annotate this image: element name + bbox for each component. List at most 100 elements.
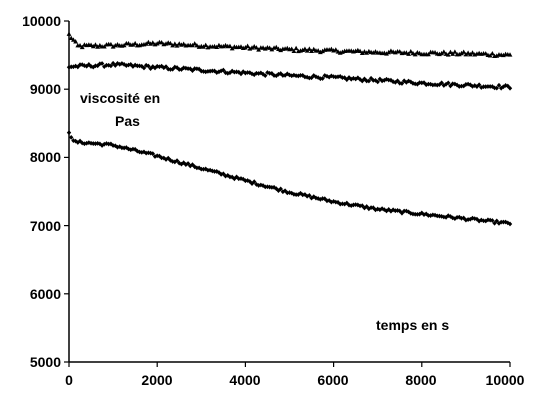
- x-tick-label: 10000: [486, 372, 525, 388]
- data-point: [269, 184, 275, 190]
- data-point: [490, 218, 495, 223]
- data-point: [71, 64, 76, 70]
- data-series: [66, 31, 513, 227]
- data-point: [370, 50, 376, 55]
- data-point: [181, 41, 187, 46]
- y-tick-label: 7000: [30, 218, 61, 234]
- data-point: [121, 61, 127, 67]
- data-point: [353, 76, 358, 82]
- data-point: [73, 138, 78, 144]
- data-point: [375, 79, 380, 85]
- data-point: [287, 190, 292, 195]
- y-axis-note-line2: Pas: [115, 113, 140, 129]
- data-point: [492, 85, 497, 91]
- data-point: [364, 50, 370, 55]
- data-point: [397, 80, 402, 86]
- data-point: [492, 220, 497, 226]
- data-point: [289, 46, 295, 51]
- data-point: [212, 68, 217, 74]
- data-point: [163, 64, 169, 70]
- data-point: [333, 47, 339, 52]
- data-point: [470, 50, 475, 55]
- data-point: [298, 72, 303, 78]
- x-axis-note: temps en s: [376, 317, 449, 333]
- data-point: [262, 46, 268, 51]
- data-point: [119, 61, 125, 66]
- data-point: [196, 66, 202, 72]
- data-point: [152, 154, 158, 159]
- data-point: [146, 63, 151, 69]
- data-point: [419, 80, 424, 86]
- data-point: [384, 51, 389, 56]
- data-point: [468, 82, 473, 88]
- data-point: [439, 50, 445, 56]
- data-point: [362, 76, 367, 82]
- data-point: [487, 217, 493, 223]
- data-point: [86, 62, 92, 67]
- data-point: [227, 43, 233, 49]
- data-point: [110, 60, 116, 66]
- data-point: [66, 64, 72, 70]
- data-point: [254, 70, 259, 76]
- data-point: [459, 50, 464, 56]
- data-point: [494, 218, 499, 224]
- data-point: [254, 45, 259, 50]
- data-point: [227, 174, 233, 180]
- data-point: [245, 43, 251, 48]
- data-point: [110, 44, 116, 49]
- series-2: [66, 60, 513, 91]
- data-point: [446, 80, 451, 86]
- data-point: [150, 151, 155, 157]
- data-point: [304, 48, 310, 53]
- data-point: [326, 74, 332, 80]
- data-point: [79, 44, 85, 50]
- data-point: [168, 40, 173, 46]
- data-point: [503, 219, 508, 225]
- x-tick-label: 4000: [229, 372, 260, 388]
- data-point: [388, 208, 394, 214]
- data-point: [406, 51, 411, 56]
- data-point: [494, 53, 500, 58]
- data-point: [192, 66, 197, 71]
- data-point: [172, 64, 178, 70]
- data-point: [320, 48, 325, 54]
- data-point: [225, 173, 230, 178]
- data-point: [130, 42, 136, 47]
- data-point: [192, 164, 197, 170]
- data-point: [117, 144, 122, 150]
- axis-ticks: [64, 20, 511, 367]
- data-point: [445, 52, 451, 57]
- data-point: [338, 73, 343, 79]
- data-point: [463, 51, 469, 57]
- data-point: [174, 158, 180, 164]
- data-point: [388, 77, 394, 83]
- data-point: [194, 42, 200, 48]
- data-point: [69, 134, 74, 140]
- data-point: [113, 143, 118, 149]
- data-point: [373, 77, 378, 83]
- data-point: [80, 140, 85, 146]
- data-point: [177, 160, 182, 166]
- data-point: [315, 48, 321, 53]
- data-point: [102, 141, 107, 147]
- data-point: [232, 69, 237, 75]
- data-point: [236, 176, 241, 182]
- data-point: [161, 65, 167, 71]
- data-point: [483, 51, 489, 56]
- data-point: [212, 169, 217, 174]
- data-point: [487, 84, 493, 89]
- data-point: [439, 213, 444, 219]
- data-point: [386, 49, 392, 55]
- data-point: [463, 82, 469, 87]
- data-point: [243, 178, 248, 184]
- data-point: [338, 201, 343, 207]
- data-point: [368, 205, 374, 211]
- data-point: [221, 67, 226, 73]
- data-point: [236, 69, 241, 75]
- data-point: [282, 188, 288, 194]
- data-point: [91, 64, 96, 70]
- data-point: [306, 46, 312, 51]
- data-point: [300, 47, 306, 53]
- data-point: [441, 49, 447, 54]
- data-point: [359, 50, 365, 55]
